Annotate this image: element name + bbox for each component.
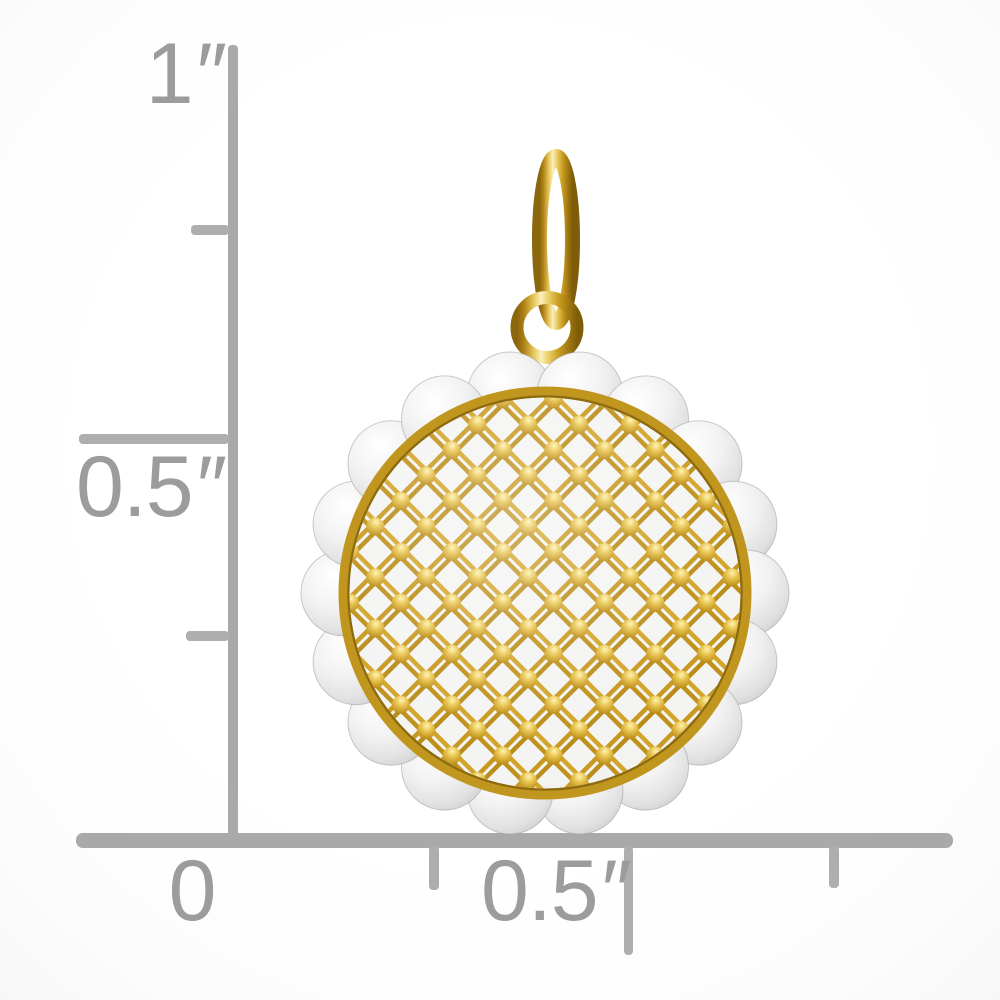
ruler-tick-horizontal-05in: [624, 846, 633, 955]
ruler-tick-horizontal-025in: [429, 846, 439, 890]
ruler-label-zero: 0: [168, 843, 217, 939]
pendant-bail: [532, 149, 580, 330]
ruler-vertical-line: [228, 45, 238, 848]
gold-rim: [338, 386, 752, 800]
ruler-horizontal-line: [76, 833, 953, 848]
gold-mesh: [349, 397, 741, 789]
ruler-tick-horizontal-075in: [829, 846, 839, 888]
pendant-jump-ring: [510, 291, 584, 364]
ruler-label-half-inch-vertical: 0.5″: [76, 439, 223, 535]
pendant-disc: [338, 386, 752, 800]
gold-rim-inner-edge: [347, 395, 743, 791]
ruler-tick-vertical-05in: [79, 434, 229, 444]
ruler-tick-vertical-075in: [191, 225, 229, 235]
ruler-label-1-inch: 1″: [145, 26, 223, 122]
ruler-label-half-inch-horizontal: 0.5″: [480, 843, 628, 939]
ruler-tick-vertical-025in: [186, 631, 229, 641]
